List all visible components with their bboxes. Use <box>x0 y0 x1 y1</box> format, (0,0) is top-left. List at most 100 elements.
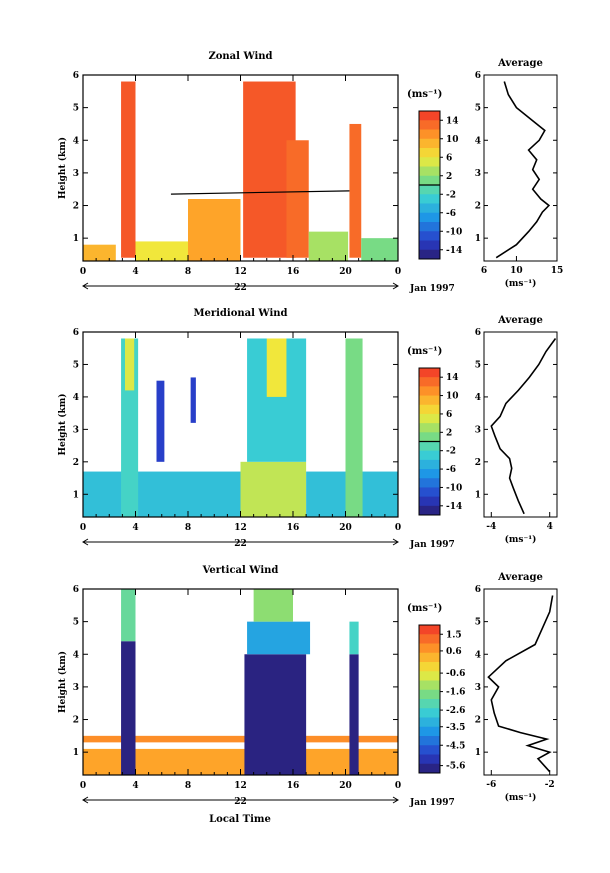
data-cell <box>346 338 363 517</box>
x-tick-label: 16 <box>287 267 300 277</box>
colorbar-segment <box>419 478 440 488</box>
average-y-tick-label: 1 <box>475 490 481 500</box>
y-tick-label: 2 <box>73 202 79 212</box>
average-y-tick-label: 3 <box>475 169 481 179</box>
colorbar-tick-label: 6 <box>446 153 452 163</box>
average-y-tick-label: 1 <box>475 748 481 758</box>
average-y-tick-label: 4 <box>475 650 481 660</box>
colorbar-tick-label: -10 <box>446 483 462 493</box>
average-title: Average <box>497 572 543 583</box>
colorbar-segment <box>419 708 440 718</box>
data-cell <box>121 82 135 258</box>
data-cell <box>121 589 135 641</box>
x-tick-label: 16 <box>287 523 300 533</box>
data-cell <box>247 622 310 655</box>
date-label: Jan 1997 <box>409 284 455 294</box>
y-tick-label: 4 <box>73 393 79 403</box>
colorbar-segment <box>419 764 440 774</box>
data-cell <box>83 245 116 261</box>
panel-1: Meridional Wind123456Height (km)0 4 8 12 16 2… <box>57 308 557 550</box>
panel-2: Vertical Wind123456Height (km)0 4 8 12 16 20 0… <box>57 565 557 808</box>
colorbar-tick-label: -2.6 <box>446 706 465 716</box>
colorbar-segment <box>419 460 440 470</box>
y-axis-label: Height (km) <box>57 393 68 455</box>
colorbar-tick-label: -3.5 <box>446 723 465 733</box>
colorbar-unit-label: (ms⁻¹) <box>407 603 442 614</box>
y-tick-label: 5 <box>73 104 79 114</box>
data-cell <box>254 589 293 622</box>
y-tick-label: 1 <box>73 490 79 500</box>
colorbar-tick-label: -14 <box>446 246 462 256</box>
colorbar-segment <box>419 634 440 644</box>
average-x-tick-label: -2 <box>545 780 555 790</box>
y-axis-label: Height (km) <box>57 137 68 199</box>
colorbar-segment <box>419 167 440 177</box>
average-x-unit-label: (ms⁻¹) <box>505 792 537 803</box>
average-y-tick-label: 5 <box>475 104 481 114</box>
colorbar-segment <box>419 130 440 140</box>
colorbar-segment <box>419 469 440 479</box>
y-tick-label: 5 <box>73 360 79 370</box>
average-profile-line <box>496 82 549 258</box>
average-x-tick-label: 4 <box>547 522 553 532</box>
colorbar-segment <box>419 451 440 461</box>
colorbar-segment <box>419 386 440 396</box>
y-axis-label: Height (km) <box>57 651 68 713</box>
colorbar-segment <box>419 176 440 186</box>
x-tick-label: 20 <box>339 781 352 791</box>
average-y-tick-label: 6 <box>475 328 481 338</box>
colorbar-tick-label: -2 <box>446 190 456 200</box>
data-cell <box>286 140 308 257</box>
x-tick-label: 0 <box>80 523 86 533</box>
data-cell <box>349 124 361 258</box>
x-tick-label: 4 <box>132 781 138 791</box>
y-tick-label: 3 <box>73 683 79 693</box>
date-label: Jan 1997 <box>409 540 455 550</box>
colorbar-segment <box>419 148 440 158</box>
colorbar-segment <box>419 194 440 204</box>
x-tick-label: 12 <box>234 523 247 533</box>
colorbar-segment <box>419 727 440 737</box>
data-cell <box>309 232 348 261</box>
colorbar-tick-label: 1.5 <box>446 630 462 640</box>
colorbar-segment <box>419 111 440 121</box>
colorbar-segment <box>419 681 440 691</box>
colorbar-unit-label: (ms⁻¹) <box>407 346 442 357</box>
data-cell <box>349 654 358 775</box>
colorbar-segment <box>419 222 440 232</box>
colorbar-segment <box>419 497 440 507</box>
colorbar-segment <box>419 432 440 442</box>
data-cell <box>157 381 165 462</box>
colorbar-segment <box>419 377 440 387</box>
colorbar-segment <box>419 745 440 755</box>
colorbar-tick-label: -0.6 <box>446 669 465 679</box>
colorbar-tick-label: 14 <box>446 116 459 126</box>
average-profile-line <box>491 339 555 514</box>
colorbar-tick-label: -2 <box>446 447 456 457</box>
x-tick-label: 20 <box>339 523 352 533</box>
x-tick-label: 8 <box>185 523 191 533</box>
y-tick-label: 1 <box>73 234 79 244</box>
average-x-tick-label: -4 <box>486 522 496 532</box>
colorbar-segment <box>419 157 440 167</box>
colorbar-segment <box>419 185 440 195</box>
colorbar-segment <box>419 213 440 223</box>
colorbar-tick-label: 2 <box>446 428 452 438</box>
colorbar-segment <box>419 671 440 681</box>
y-tick-label: 3 <box>73 169 79 179</box>
average-frame <box>484 75 557 261</box>
y-tick-label: 6 <box>73 585 79 595</box>
average-y-tick-label: 2 <box>475 716 481 726</box>
average-profile-line <box>488 596 552 772</box>
average-y-tick-label: 1 <box>475 234 481 244</box>
x-tick-label: 0 <box>395 267 401 277</box>
average-y-tick-label: 4 <box>475 393 481 403</box>
data-cell <box>191 377 196 422</box>
x-tick-label: 0 <box>80 267 86 277</box>
average-y-tick-label: 2 <box>475 202 481 212</box>
y-tick-label: 4 <box>73 650 79 660</box>
data-cell <box>121 641 135 775</box>
panel-title: Vertical Wind <box>202 565 279 576</box>
colorbar-tick-label: 14 <box>446 373 459 383</box>
colorbar-segment <box>419 690 440 700</box>
